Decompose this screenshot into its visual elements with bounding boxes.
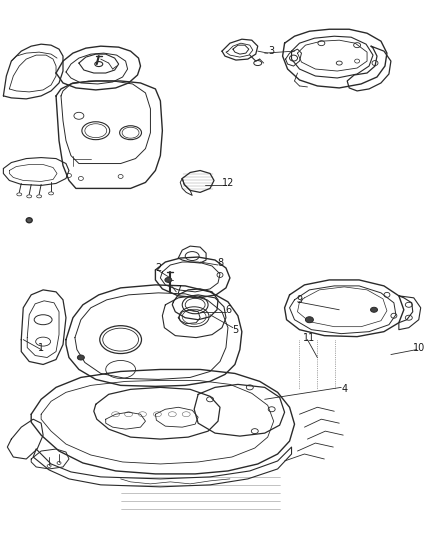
Text: 2: 2 [155,263,161,273]
Ellipse shape [77,355,84,360]
Text: 9: 9 [296,295,302,305]
Text: 5: 5 [231,325,237,335]
Text: 8: 8 [216,258,223,268]
Text: 12: 12 [221,179,233,189]
Text: 11: 11 [303,333,315,343]
Ellipse shape [165,278,171,282]
Ellipse shape [305,317,313,322]
Text: 7: 7 [175,285,181,295]
Text: 4: 4 [340,384,346,394]
Ellipse shape [26,218,32,223]
Text: 3: 3 [268,46,274,56]
Text: 1: 1 [38,343,44,352]
Text: 6: 6 [224,305,230,315]
Ellipse shape [370,308,377,312]
Text: 10: 10 [412,343,424,352]
